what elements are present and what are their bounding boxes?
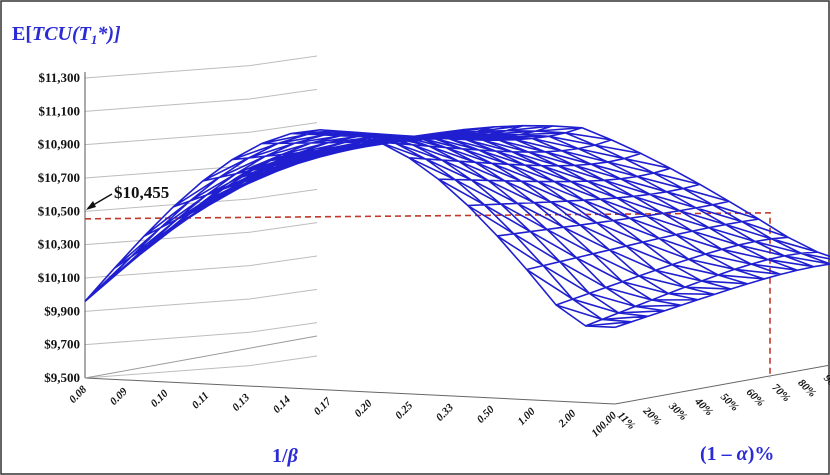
z-tick-labels: 11%20%30%40%50%60%70%80%90%100% xyxy=(615,372,830,432)
gridline xyxy=(84,222,318,246)
x-tick-label: 0.08 xyxy=(67,383,89,405)
z-tick-label: 80% xyxy=(795,377,818,400)
x-axis-label: 1/β xyxy=(272,445,299,467)
y-tick-label: $10,500 xyxy=(38,203,80,218)
y-tick-label: $9,900 xyxy=(44,303,80,318)
x-tick-label: 0.25 xyxy=(393,399,415,421)
y-tick-label: $10,700 xyxy=(38,170,80,185)
y-tick-label: $9,500 xyxy=(44,370,80,385)
floor-lines xyxy=(84,335,830,405)
y-tick-label: $10,100 xyxy=(38,270,80,285)
x-tick-label: 0.20 xyxy=(352,397,374,419)
x-tick-label: 0.13 xyxy=(230,391,252,413)
surface-wire xyxy=(84,124,830,329)
z-axis-floor xyxy=(614,364,830,405)
x-tick-label: 1.00 xyxy=(515,405,537,427)
x-tick-label: 0.11 xyxy=(190,390,212,412)
y-tick-label: $9,700 xyxy=(44,337,80,352)
gridlines xyxy=(84,55,318,379)
x-tick-label: 0.33 xyxy=(434,401,456,423)
gridline xyxy=(84,322,318,346)
x-tick-label: 0.17 xyxy=(312,395,334,417)
x-tick-label: 0.14 xyxy=(271,393,293,415)
gridline xyxy=(84,188,318,212)
z-tick-label: 20% xyxy=(640,404,663,427)
z-tick-label: 70% xyxy=(770,382,793,405)
y-tick-label: $10,300 xyxy=(38,237,80,252)
z-tick-label: 60% xyxy=(744,386,767,409)
z-tick-label: 90% xyxy=(821,372,830,395)
y-tick-label: $11,100 xyxy=(38,103,80,118)
x-tick-label: 2.00 xyxy=(556,407,579,430)
y-tick-label: $10,900 xyxy=(38,137,80,152)
annotation-arrowhead xyxy=(86,201,96,210)
gridline xyxy=(84,55,318,79)
floor-back-edge xyxy=(84,335,318,379)
x-tick-label: 0.09 xyxy=(108,385,130,407)
gridline xyxy=(84,355,318,379)
x-tick-label: 0.50 xyxy=(475,403,497,425)
chart-title: E[TCU(T1*)] xyxy=(12,23,121,47)
guide-lines xyxy=(84,212,771,378)
x-axis-floor xyxy=(84,377,616,405)
x-tick-label: 100.00 xyxy=(589,409,619,439)
x-tick-labels: 0.08 0.09 0.10 0.11 0.13 0.14 0.17 0.20 0.25 0.33… xyxy=(67,383,619,439)
z-tick-label: 30% xyxy=(666,400,689,423)
z-tick-label: 11% xyxy=(615,410,637,432)
annotation-guide xyxy=(84,212,771,378)
gridline xyxy=(84,255,318,279)
gridline xyxy=(84,88,318,112)
gridline xyxy=(84,288,318,312)
surface-mesh xyxy=(84,124,830,329)
y-tick-labels: $11,300 $11,100 $10,900 $10,700 $10,500 $10,3… xyxy=(38,70,80,385)
z-axis-label: (1 – α)% xyxy=(700,443,774,465)
gridline xyxy=(84,122,318,146)
z-tick-label: 50% xyxy=(718,391,741,414)
annotation-label: $10,455 xyxy=(114,183,169,202)
y-tick-label: $11,300 xyxy=(38,70,80,85)
z-tick-label: 40% xyxy=(692,395,715,418)
x-tick-label: 0.10 xyxy=(149,387,171,409)
